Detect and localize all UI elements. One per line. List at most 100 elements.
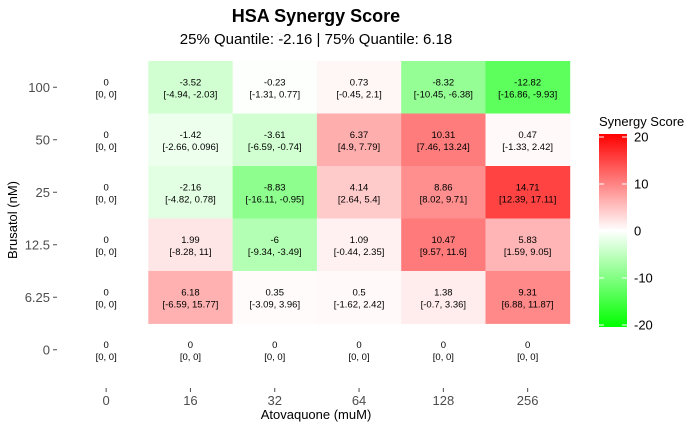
cell-value-label: 0 [104,287,109,298]
cell-value-label: -8.83 [264,182,286,193]
cell-interval-label: [9.57, 11.6] [420,247,467,258]
cell-value-label: -12.82 [514,77,541,88]
cell-value-label: 14.71 [516,182,540,193]
cell-value-label: 0.47 [518,130,537,141]
heatmap-cell [232,166,318,219]
cell-value-label: 8.86 [434,182,453,193]
heatmap-cell [316,271,402,324]
cell-interval-label: [-16.86, -9.93] [498,89,557,100]
cell-value-label: 1.09 [350,235,369,246]
legend-tick-label: 0 [634,224,641,239]
cell-interval-label: [-0.7, 3.36] [421,299,466,310]
cell-value-label: -1.42 [180,130,202,141]
cell-value-label: -8.32 [433,77,455,88]
heatmap-cell [232,113,318,167]
cell-value-label: 0 [104,235,109,246]
legend-ticks: 20 10 0 -10 -20 [599,130,653,333]
chart-subtitle: 25% Quantile: -2.16 | 75% Quantile: 6.18 [180,31,452,48]
x-axis-ticks: 0 16 32 64 128 256 [103,388,539,408]
cell-value-label: -6 [271,235,279,246]
cell-value-label: 4.14 [350,182,369,193]
heatmap-cell [485,113,571,167]
heatmap-cell [232,61,318,114]
y-axis-label: Brusatol (nM) [5,181,20,259]
cell-interval-label: [0, 0] [517,352,538,363]
cell-interval-label: [0, 0] [96,299,117,310]
cell-value-label: 10.31 [431,130,455,141]
y-tick-label: 25 [36,185,50,200]
cell-value-label: 0.73 [350,77,369,88]
y-axis-ticks: 100 50 25 12.5 6.25 0 [25,80,57,357]
x-tick-label: 128 [432,393,454,408]
heatmap-cell [401,61,486,114]
cell-interval-label: [0, 0] [96,142,117,153]
cell-interval-label: [0, 0] [433,352,454,363]
cell-value-label: 0.35 [266,287,285,298]
cell-interval-label: [-0.44, 2.35] [334,247,385,258]
cell-interval-label: [-4.82, 0.78] [165,194,216,205]
y-tick-label: 100 [28,80,50,95]
cell-interval-label: [-2.66, 0.096] [162,142,218,153]
cell-interval-label: [0, 0] [96,352,117,363]
heatmap-cell [232,271,318,324]
cell-value-label: 6.18 [181,287,200,298]
cell-value-label: 0 [188,340,193,351]
cell-value-label: 0 [441,340,446,351]
legend-tick-label: -20 [634,318,653,333]
cell-value-label: 0 [272,340,277,351]
heatmap-cell [148,218,233,272]
cell-value-label: 0 [104,130,109,141]
cell-interval-label: [12.39, 17.11] [499,194,556,205]
cell-interval-label: [-4.94, -2.03] [164,89,218,100]
cell-value-label: 0 [525,340,530,351]
cell-value-label: -3.52 [180,77,202,88]
cell-interval-label: [-8.28, 11] [169,247,211,258]
heatmap-cell [401,113,486,167]
heatmap-cell [401,166,486,219]
cell-interval-label: [-1.31, 0.77] [249,89,300,100]
cell-interval-label: [-9.34, -3.49] [248,247,302,258]
heatmap-cell [316,61,402,114]
cell-value-label: 1.38 [434,287,453,298]
heatmap-cells: 0[0, 0]-3.52[-4.94, -2.03]-0.23[-1.31, 0… [96,61,571,363]
cell-value-label: -2.16 [180,182,202,193]
cell-interval-label: [1.59, 9.05] [504,247,552,258]
cell-interval-label: [0, 0] [264,352,285,363]
cell-interval-label: [0, 0] [96,194,117,205]
cell-interval-label: [6.88, 11.87] [502,299,554,310]
cell-value-label: -3.61 [264,130,286,141]
heatmap-cell [485,166,571,219]
x-tick-label: 0 [103,393,110,408]
legend-tick-label: 10 [634,177,648,192]
y-tick-label: 0 [43,342,50,357]
y-tick-label: 6.25 [25,290,50,305]
heatmap-cell [316,166,402,219]
heatmap-cell [485,218,571,272]
heatmap-cell [148,166,233,219]
cell-interval-label: [-16.11, -0.95] [246,194,304,205]
x-axis-label: Atovaquone (muM) [261,407,372,422]
cell-interval-label: [0, 0] [96,247,117,258]
cell-interval-label: [7.46, 13.24] [417,142,470,153]
x-tick-label: 16 [183,393,197,408]
y-tick-label: 50 [36,132,50,147]
heatmap-cell [232,218,318,272]
heatmap-cell [401,218,486,272]
heatmap-cell [485,61,571,114]
x-tick-label: 32 [268,393,282,408]
y-tick-label: 12.5 [25,237,50,252]
cell-interval-label: [-10.45, -6.38] [414,89,473,100]
cell-interval-label: [0, 0] [96,89,117,100]
cell-value-label: 6.37 [350,130,369,141]
heatmap-cell [148,113,233,167]
heatmap-cell [148,61,233,114]
heatmap-cell [148,271,233,324]
x-tick-label: 64 [352,393,366,408]
cell-interval-label: [8.02, 9.71] [420,194,468,205]
cell-interval-label: [-1.62, 2.42] [334,299,385,310]
cell-interval-label: [-6.59, -0.74] [248,142,302,153]
cell-interval-label: [0, 0] [180,352,201,363]
cell-interval-label: [0, 0] [348,352,369,363]
cell-interval-label: [4.9, 7.79] [338,142,380,153]
